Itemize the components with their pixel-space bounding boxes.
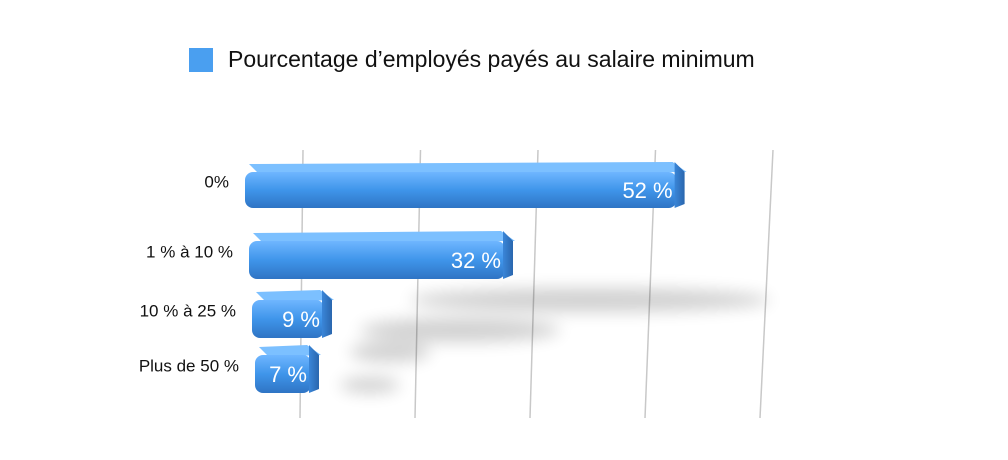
bar-cap <box>503 231 513 279</box>
value-label: 32 % <box>451 248 501 273</box>
bar-front <box>255 355 311 393</box>
bar <box>255 345 321 393</box>
bar <box>245 162 687 208</box>
bars: 0% 52 % 1 % à 10 % 32 % 10 % à 25 % 9 % Plus d… <box>139 162 687 393</box>
value-label: 7 % <box>269 362 307 387</box>
bar-front <box>245 172 677 208</box>
bar-top <box>253 231 515 243</box>
bar <box>252 290 334 338</box>
legend-swatch <box>189 48 213 72</box>
bar-top <box>259 345 321 357</box>
bar <box>249 231 515 279</box>
bar-cap <box>309 345 319 393</box>
bar-cap <box>674 162 685 208</box>
bar-cap <box>322 290 332 338</box>
value-label: 9 % <box>282 307 320 332</box>
category-label: 1 % à 10 % <box>146 242 233 261</box>
shadows <box>340 288 770 393</box>
category-label: 0% <box>204 172 229 191</box>
legend-label: Pourcentage d’employés payés au salaire … <box>228 46 755 72</box>
category-label: 10 % à 25 % <box>140 301 236 320</box>
grid-line <box>759 149 774 419</box>
value-label: 52 % <box>622 178 672 203</box>
bar-front <box>252 300 324 338</box>
bar-top <box>256 290 334 302</box>
bar-top <box>249 162 687 174</box>
bar-front <box>249 241 505 279</box>
category-label: Plus de 50 % <box>139 356 239 375</box>
